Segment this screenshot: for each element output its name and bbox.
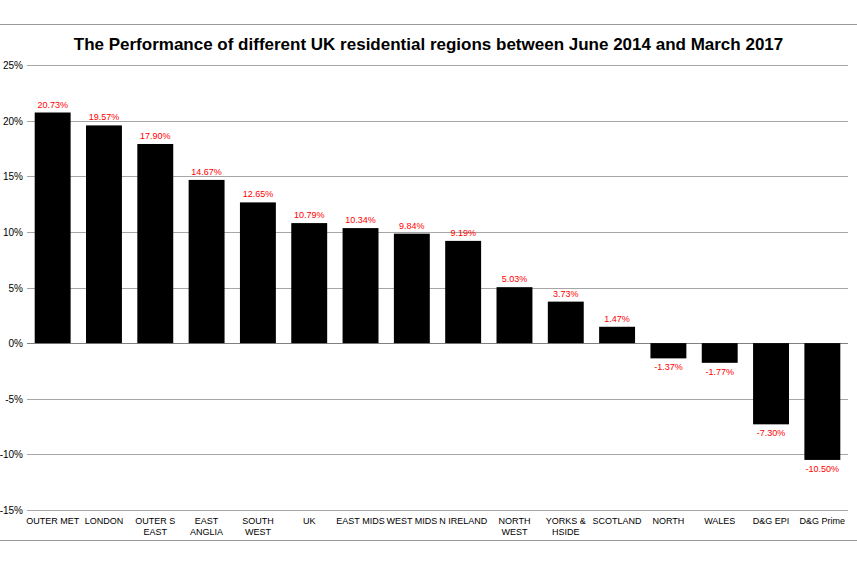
data-label: 10.79% [294, 210, 325, 220]
bar [445, 241, 481, 343]
x-tick-label: WALES [704, 516, 735, 526]
bar [189, 180, 225, 343]
data-label: 10.34% [345, 215, 376, 225]
data-label: -10.50% [806, 464, 840, 474]
data-label: 12.65% [243, 189, 274, 199]
data-label: -7.30% [757, 428, 786, 438]
data-label: 3.73% [553, 289, 579, 299]
bar [240, 202, 276, 343]
bar [599, 327, 635, 343]
bar [702, 343, 738, 363]
x-tick-label: YORKS &HSIDE [546, 516, 586, 537]
data-label: -1.37% [654, 362, 683, 372]
title: The Performance of different UK resident… [74, 35, 784, 54]
data-label: 9.84% [399, 221, 425, 231]
x-tick-label: EAST MIDS [336, 516, 384, 526]
x-tick-label: UK [303, 516, 316, 526]
y-tick-label: 5% [9, 283, 24, 294]
y-tick-label: -10% [0, 449, 23, 460]
x-tick-label: WEST MIDS [386, 516, 437, 526]
grid-line [27, 454, 848, 455]
bar [291, 223, 327, 343]
x-tick-label: OUTER MET [26, 516, 80, 526]
bar [753, 343, 789, 424]
bar [497, 287, 533, 343]
bar [548, 302, 584, 343]
bar [650, 343, 686, 358]
y-tick-label: -15% [0, 505, 23, 516]
x-tick-label: SCOTLAND [593, 516, 643, 526]
data-label: 20.73% [37, 100, 68, 110]
frame-bottom [0, 540, 857, 541]
grid-line [27, 510, 848, 511]
data-label: 5.03% [502, 274, 528, 284]
y-tick-label: 0% [9, 338, 24, 349]
x-tick-label: OUTER SEAST [135, 516, 175, 537]
x-tick-label: N IRELAND [439, 516, 488, 526]
x-tick-label: NORTH [652, 516, 684, 526]
bar [35, 113, 71, 344]
y-tick-label: 25% [3, 60, 23, 71]
x-tick-label: D&G Prime [800, 516, 846, 526]
y-tick-label: 20% [3, 116, 23, 127]
bar [343, 228, 379, 343]
chart: The Performance of different UK resident… [0, 0, 857, 565]
bar [804, 343, 840, 460]
data-label: 1.47% [604, 314, 630, 324]
bar [137, 144, 173, 343]
x-tick-label: LONDON [85, 516, 124, 526]
bar [394, 234, 430, 343]
bar [86, 125, 122, 343]
data-label: 9.19% [450, 228, 476, 238]
y-tick-label: -5% [5, 394, 23, 405]
data-label: 19.57% [89, 112, 120, 122]
bars [35, 113, 841, 460]
frame-top [0, 24, 857, 25]
y-tick-label: 10% [3, 227, 23, 238]
data-label: 14.67% [191, 167, 222, 177]
data-label: 17.90% [140, 131, 171, 141]
data-label: -1.77% [705, 367, 734, 377]
x-tick-label: NORTHWEST [499, 516, 531, 537]
y-tick-label: 15% [3, 171, 23, 182]
x-tick-label: SOUTHWEST [242, 516, 274, 537]
grid-line [27, 121, 848, 122]
x-tick-label: D&G EPI [753, 516, 790, 526]
grid-line [27, 65, 848, 66]
grid-line [27, 399, 848, 400]
x-tick-label: EASTANGLIA [190, 516, 223, 537]
